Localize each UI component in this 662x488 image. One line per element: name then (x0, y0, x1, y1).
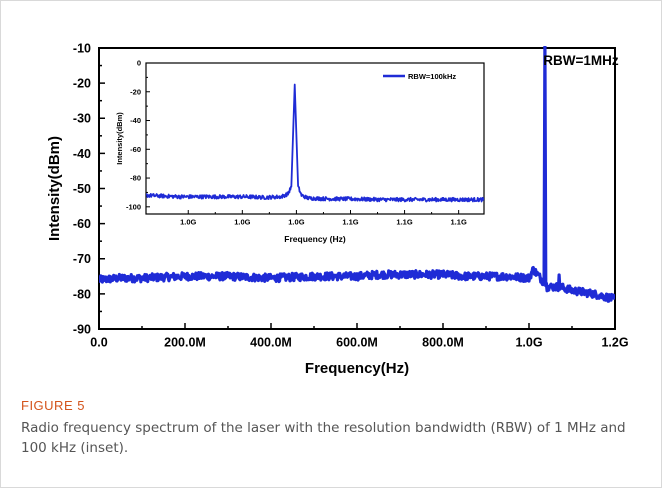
inset-x-axis-label: Frequency (Hz) (284, 234, 346, 244)
x-tick-label: 1.0G (234, 218, 250, 227)
legend-label: RBW=100kHz (408, 72, 456, 81)
rbw-annotation: RBW=1MHz (543, 53, 619, 68)
x-tick-label: 0.0 (90, 336, 107, 350)
x-tick-label: 1.0G (180, 218, 196, 227)
x-tick-label: 1.1G (342, 218, 358, 227)
inset-series-line (146, 83, 484, 203)
y-tick-label: -80 (130, 174, 141, 183)
x-tick-label: 1.0G (515, 336, 542, 350)
main-axes: -10 -20 -30 -40 -50 -60 -70 -80 -900.0 200.0M 400.… (73, 41, 629, 349)
main-y-axis-label: Intensity(dBm) (46, 136, 63, 241)
y-tick-label: -40 (130, 116, 141, 125)
x-tick-label: 600.0M (336, 336, 378, 350)
x-tick-label: 1.1G (396, 218, 412, 227)
main-x-axis-label: Frequency(Hz) (305, 360, 409, 377)
main-series-line (99, 46, 615, 303)
y-tick-label: -70 (73, 252, 91, 266)
inset-y-axis-label: Intensity(dBm) (115, 112, 124, 165)
y-tick-label: -100 (126, 202, 141, 211)
x-tick-label: 1.2G (601, 336, 628, 350)
y-tick-label: -90 (73, 322, 91, 336)
x-tick-label: 200.0M (164, 336, 206, 350)
y-tick-label: -40 (73, 147, 91, 161)
spectrum-chart: -10 -20 -30 -40 -50 -60 -70 -80 -900.0 200.0M 400.… (46, 41, 629, 377)
plot-area: -10 -20 -30 -40 -50 -60 -70 -80 -90 0.0 200.0M 400.… (1, 1, 661, 386)
y-tick-label: -80 (73, 287, 91, 301)
y-tick-label: -60 (130, 145, 141, 154)
x-tick-label: 1.0G (288, 218, 304, 227)
y-tick-label: -10 (73, 41, 91, 55)
y-tick-label: -20 (130, 87, 141, 96)
x-tick-label: 800.0M (422, 336, 464, 350)
x-tick-label: 1.1G (451, 218, 467, 227)
y-tick-label: -20 (73, 77, 91, 91)
inset-plot-frame (145, 62, 485, 215)
y-tick-label: -50 (73, 182, 91, 196)
x-tick-label: 400.0M (250, 336, 292, 350)
inset-axes: 0 -20 -40 -60 -80 -100 1.0G 1.0G 1.0G 1.1G 1.1G 1.1… (126, 59, 467, 227)
figure-caption-text: Radio frequency spectrum of the laser wi… (21, 420, 626, 456)
figure-label: FIGURE 5 (21, 398, 85, 413)
y-tick-label: -60 (73, 217, 91, 231)
inset-legend: RBW=100kHz (383, 72, 456, 81)
y-tick-label: 0 (137, 59, 141, 68)
y-tick-label: -30 (73, 112, 91, 126)
figure-caption: FIGURE 5 Radio frequency spectrum of the… (21, 398, 641, 458)
